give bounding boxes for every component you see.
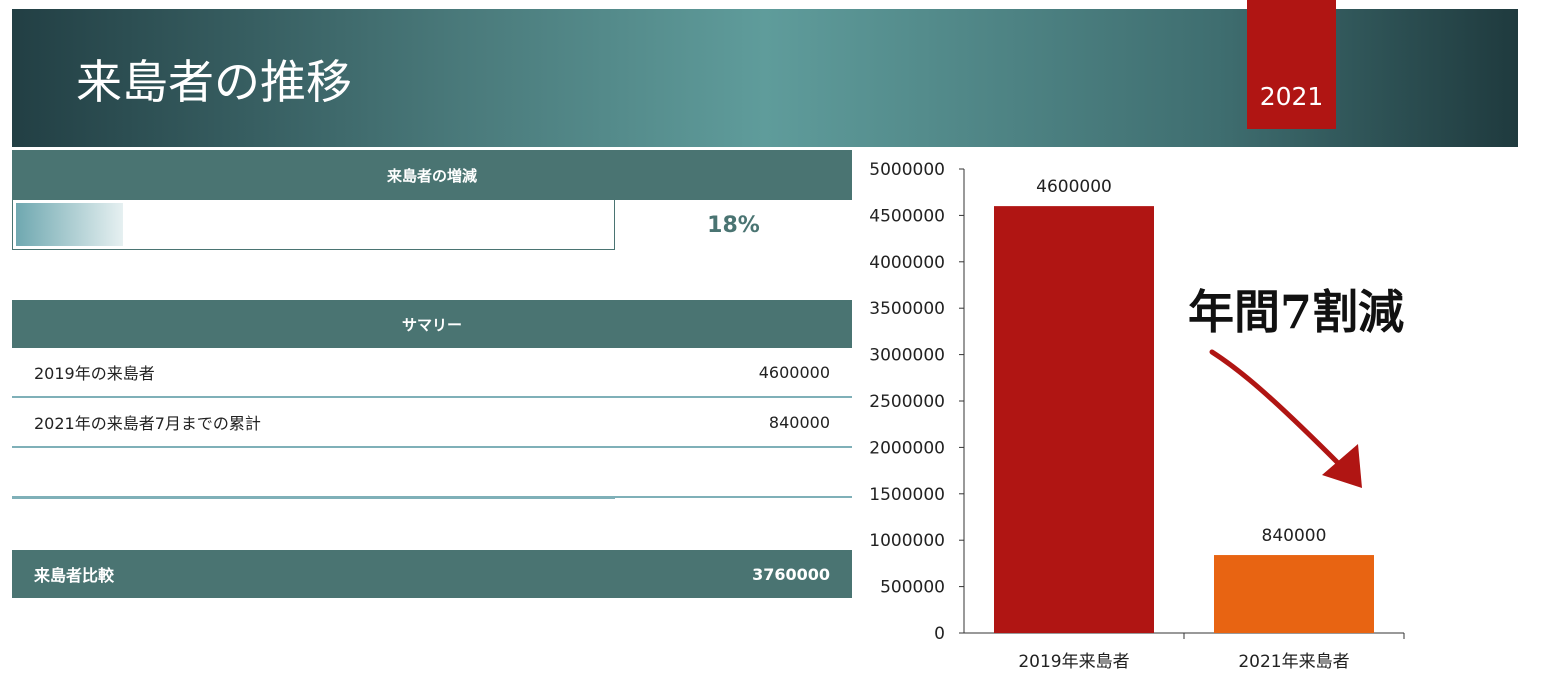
y-tick-label: 5000000 [869,160,945,180]
divider [12,497,615,499]
y-tick-label: 1000000 [869,531,945,551]
row-value: 840000 [768,412,830,432]
red-arrow-icon [1209,349,1362,488]
annotation-text: 年間7割減 [1188,285,1405,339]
progress-fill [16,203,124,246]
summary-row: 2021年の来島者7月までの累計 840000 [12,398,852,448]
summary-row: 2019年の来島者 4600000 [12,348,852,398]
x-tick-label: 2019年来島者 [1018,652,1129,672]
x-tick-label: 2021年来島者 [1238,652,1349,672]
page-title: 来島者の推移 [76,55,352,109]
data-label: 4600000 [1036,177,1112,197]
y-tick-label: 3500000 [869,299,945,319]
compare-row: 来島者比較 3760000 [12,550,852,598]
y-tick-label: 4500000 [869,206,945,226]
row-value: 4600000 [758,362,830,382]
y-tick-label: 4000000 [869,253,945,273]
y-tick-label: 3000000 [869,346,945,366]
bar [1214,555,1374,633]
summary-header: サマリー [12,300,852,348]
row-label: 2021年の来島者7月までの累計 [34,414,261,433]
bar [994,206,1154,633]
y-tick-label: 0 [934,624,945,644]
visitor-bar-chart: 0 500000 1000000 1500000 2000000 2500000 30000… [869,160,1405,672]
summary-row [12,448,852,498]
compare-label: 来島者比較 [34,566,115,585]
row-label: 2019年の来島者 [34,364,155,383]
y-tick-label: 500000 [880,578,945,598]
year-badge: 2021 [1247,0,1336,129]
y-tick-label: 2000000 [869,438,945,458]
change-percent: 18% [707,212,760,238]
compare-value: 3760000 [752,564,830,584]
y-tick-label: 2500000 [869,392,945,412]
change-header: 来島者の増減 [12,150,852,200]
data-label: 840000 [1262,526,1327,546]
y-tick-label: 1500000 [869,485,945,505]
change-progress-bar [12,200,615,250]
year-label: 2021 [1259,82,1324,111]
